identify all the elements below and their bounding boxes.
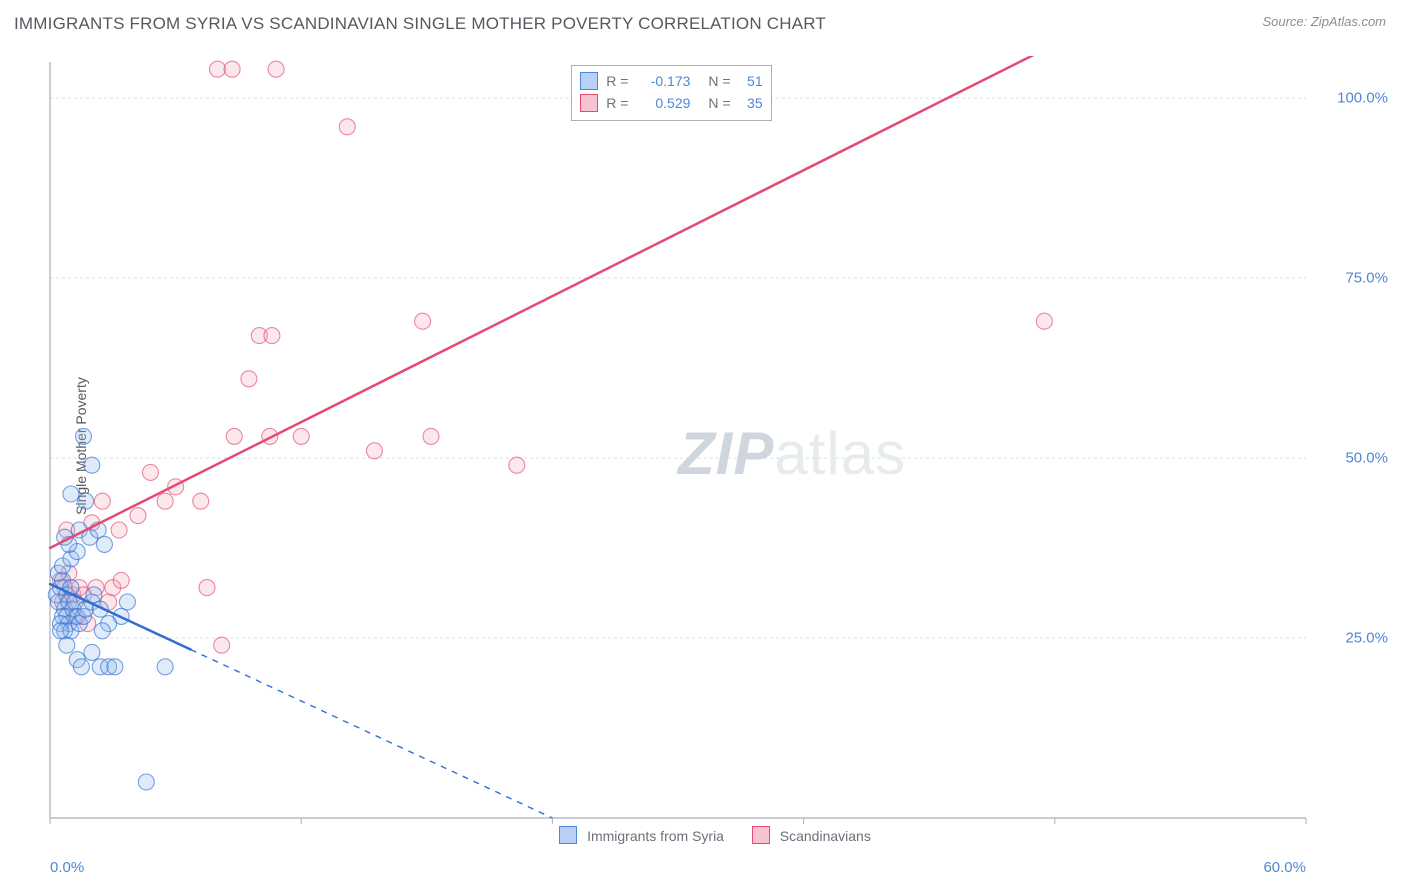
- y-tick-label: 25.0%: [1345, 630, 1388, 647]
- legend-swatch-scandinavian: [752, 826, 770, 844]
- legend-swatch-syria: [559, 826, 577, 844]
- scatter-plot: 25.0%50.0%75.0%100.0%0.0%60.0%: [46, 56, 1394, 848]
- correlation-legend: R =-0.173N =51R =0.529N =35: [571, 65, 771, 121]
- x-tick-label: 0.0%: [50, 859, 84, 876]
- y-tick-label: 50.0%: [1345, 450, 1388, 467]
- chart-canvas: [46, 56, 1394, 848]
- chart-title: IMMIGRANTS FROM SYRIA VS SCANDINAVIAN SI…: [14, 14, 1392, 34]
- y-tick-label: 100.0%: [1337, 90, 1388, 107]
- legend-bottom: Immigrants from Syria Scandinavians: [0, 826, 1406, 844]
- x-tick-label: 60.0%: [1263, 859, 1306, 876]
- y-tick-label: 75.0%: [1345, 270, 1388, 287]
- legend-label-scandinavian: Scandinavians: [780, 828, 871, 844]
- source-attribution: Source: ZipAtlas.com: [1262, 14, 1386, 29]
- legend-label-syria: Immigrants from Syria: [587, 828, 724, 844]
